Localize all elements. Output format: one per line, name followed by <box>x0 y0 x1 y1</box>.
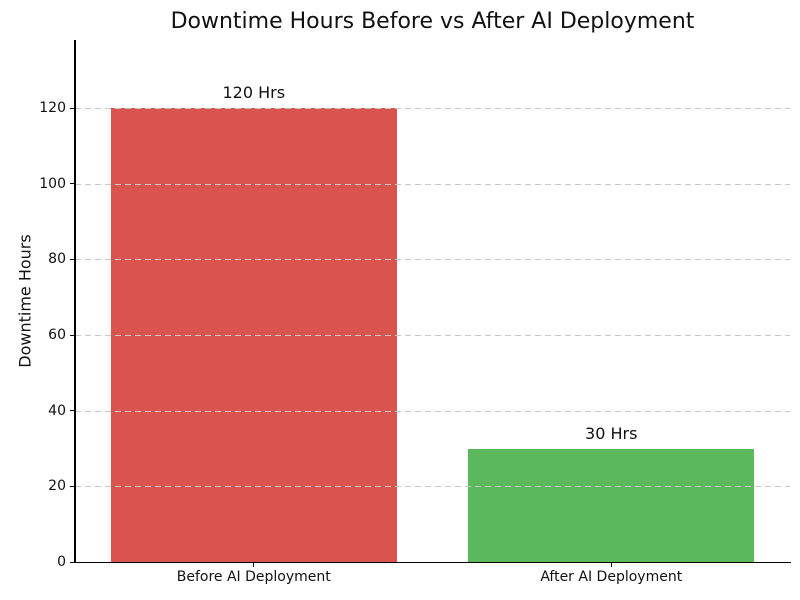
y-tick-mark <box>70 410 75 412</box>
y-tick-label: 100 <box>39 175 66 192</box>
y-tick-mark <box>70 561 75 563</box>
bar-1 <box>468 448 755 562</box>
y-tick-mark <box>70 183 75 185</box>
y-tick-label: 80 <box>48 251 66 268</box>
x-tick-mark <box>610 562 612 567</box>
y-tick-label: 0 <box>57 554 66 570</box>
y-axis-spine <box>74 40 76 563</box>
gridline <box>75 410 790 412</box>
y-tick-label: 20 <box>48 478 66 495</box>
gridline <box>75 108 790 110</box>
y-tick-mark <box>70 258 75 261</box>
y-tick-mark <box>70 334 75 336</box>
x-tick-mark <box>253 562 255 567</box>
x-tick-label: After AI Deployment <box>540 569 683 585</box>
chart-title: Downtime Hours Before vs After AI Deploy… <box>170 9 695 34</box>
y-tick-label: 40 <box>48 402 66 419</box>
bar-value-label: 120 Hrs <box>222 83 286 103</box>
gridline <box>75 486 790 488</box>
x-axis-spine <box>74 561 791 563</box>
x-tick-label: Before AI Deployment <box>176 569 331 585</box>
gridline <box>75 259 790 261</box>
y-tick-label: 60 <box>48 327 66 344</box>
gridline <box>75 335 790 337</box>
gridline <box>75 183 790 185</box>
bar-value-label: 30 Hrs <box>585 423 638 443</box>
y-tick-label: 120 <box>39 100 66 117</box>
y-tick-mark <box>70 107 75 109</box>
y-tick-mark <box>70 485 75 488</box>
